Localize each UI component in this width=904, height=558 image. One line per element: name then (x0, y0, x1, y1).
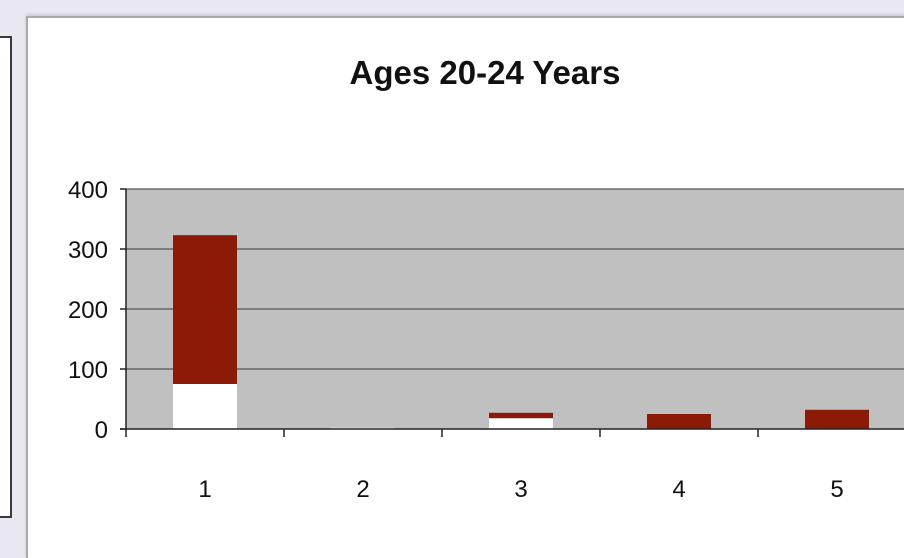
bar-chart: Ages 20-24 Years 0 100 200 300 400 1 2 3 4 5 (68, 54, 904, 503)
bar-segment-1 (489, 418, 553, 429)
bar-segment-2 (489, 412, 553, 419)
y-tick-label: 400 (68, 177, 108, 204)
y-tick-label: 100 (68, 357, 108, 384)
x-tick-label: 1 (198, 476, 211, 503)
bar-segment-1 (173, 384, 237, 429)
y-tick-label: 0 (95, 417, 108, 444)
bar-segment-2 (647, 414, 711, 429)
bar-segment-2 (805, 409, 869, 429)
x-tick-label: 4 (672, 476, 685, 503)
adjacent-panel-edge (0, 36, 12, 518)
x-tick-label: 3 (514, 476, 527, 503)
bar-segment-2 (173, 235, 237, 384)
y-tick-label: 300 (68, 237, 108, 264)
chart-title: Ages 20-24 Years (350, 54, 621, 91)
x-tick-label: 5 (830, 476, 843, 503)
plot-area: 0 100 200 300 400 1 2 3 4 5 (68, 177, 904, 503)
y-tick-label: 200 (68, 297, 108, 324)
x-tick-label: 2 (356, 476, 369, 503)
